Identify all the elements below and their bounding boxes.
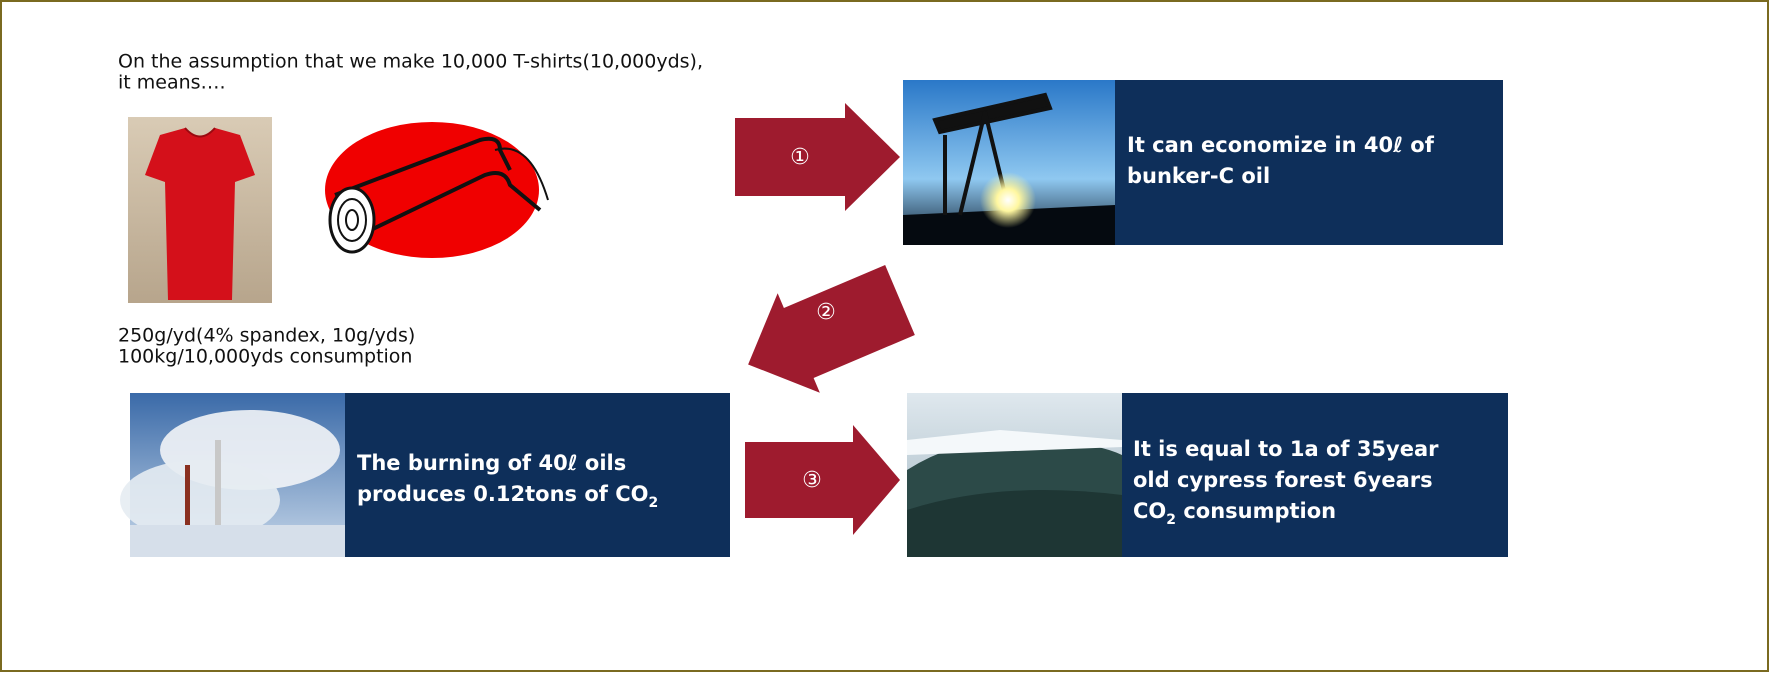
text-box	[1115, 80, 1503, 245]
arrow	[745, 425, 900, 535]
subscript: 2	[648, 495, 658, 511]
intro-text: On the assumption that we make 10,000 T-…	[118, 51, 703, 73]
factory-photo	[120, 393, 345, 557]
text-run: CO	[1133, 499, 1166, 523]
text-run: bunker-C oil	[1127, 164, 1270, 188]
fabric-roll-icon	[325, 122, 548, 258]
text-run: The burning of 40ℓ oils	[357, 451, 626, 475]
text-run: old cypress forest 6years	[1133, 468, 1433, 492]
spec-text: 250g/yd(4% spandex, 10g/yds)	[118, 325, 415, 347]
box-text: The burning of 40ℓ oils	[357, 451, 626, 475]
forest-photo	[907, 393, 1122, 557]
box-text: old cypress forest 6years	[1133, 468, 1433, 492]
intro-text: it means….	[118, 72, 226, 94]
text-run: It can economize in 40ℓ of	[1127, 133, 1435, 157]
step-number: ②	[816, 300, 836, 325]
subscript: 2	[1166, 512, 1176, 528]
step-number: ③	[802, 468, 822, 493]
box-text: It is equal to 1a of 35year	[1133, 437, 1439, 461]
arrow	[727, 250, 921, 414]
text-run: It is equal to 1a of 35year	[1133, 437, 1439, 461]
spec-text: 100kg/10,000yds consumption	[118, 346, 412, 368]
slide: On the assumption that we make 10,000 T-…	[0, 0, 1769, 672]
oil-pump-photo	[903, 80, 1115, 245]
text-box	[345, 393, 730, 557]
arrow	[735, 103, 900, 211]
text-run: produces 0.12tons of CO	[357, 482, 648, 506]
text-run: consumption	[1176, 499, 1336, 523]
box-text: bunker-C oil	[1127, 164, 1270, 188]
page: On the assumption that we make 10,000 T-…	[0, 0, 1769, 672]
box-text: It can economize in 40ℓ of	[1127, 133, 1435, 157]
step-number: ①	[790, 145, 810, 170]
tshirt-photo	[128, 117, 272, 303]
